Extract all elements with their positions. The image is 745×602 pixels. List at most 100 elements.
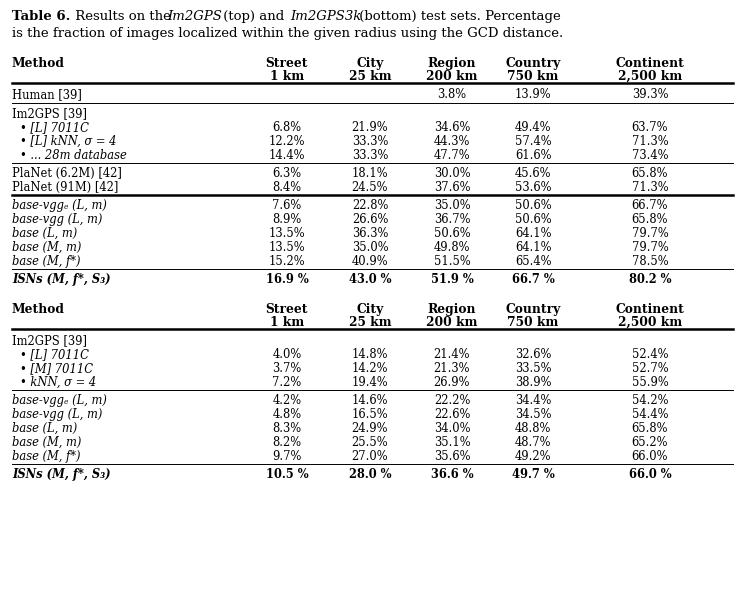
Text: 50.6%: 50.6% <box>434 227 470 240</box>
Text: base-vggₑ (L, m): base-vggₑ (L, m) <box>12 394 107 407</box>
Text: Continent: Continent <box>615 57 685 70</box>
Text: Method: Method <box>12 57 65 70</box>
Text: 53.6%: 53.6% <box>515 181 551 194</box>
Text: 40.9%: 40.9% <box>352 255 388 268</box>
Text: 43.0 %: 43.0 % <box>349 273 391 286</box>
Text: 79.7%: 79.7% <box>632 227 668 240</box>
Text: 21.4%: 21.4% <box>434 348 470 361</box>
Text: 19.4%: 19.4% <box>352 376 388 389</box>
Text: 48.8%: 48.8% <box>515 422 551 435</box>
Text: 34.6%: 34.6% <box>434 121 470 134</box>
Text: (top) and: (top) and <box>219 10 288 23</box>
Text: 750 km: 750 km <box>507 316 559 329</box>
Text: 14.6%: 14.6% <box>352 394 388 407</box>
Text: (bottom) test sets. Percentage: (bottom) test sets. Percentage <box>355 10 561 23</box>
Text: base-vggₑ (L, m): base-vggₑ (L, m) <box>12 199 107 212</box>
Text: 13.5%: 13.5% <box>269 227 305 240</box>
Text: 52.7%: 52.7% <box>632 362 668 375</box>
Text: 36.3%: 36.3% <box>352 227 388 240</box>
Text: 26.9%: 26.9% <box>434 376 470 389</box>
Text: 49.2%: 49.2% <box>515 450 551 463</box>
Text: 16.9 %: 16.9 % <box>266 273 308 286</box>
Text: 39.3%: 39.3% <box>632 88 668 101</box>
Text: 44.3%: 44.3% <box>434 135 470 148</box>
Text: 12.2%: 12.2% <box>269 135 305 148</box>
Text: 28.0 %: 28.0 % <box>349 468 391 481</box>
Text: 35.1%: 35.1% <box>434 436 470 449</box>
Text: • [L] 7011C: • [L] 7011C <box>20 121 89 134</box>
Text: ISNs (M, f*, S₃): ISNs (M, f*, S₃) <box>12 468 110 481</box>
Text: 61.6%: 61.6% <box>515 149 551 162</box>
Text: 49.4%: 49.4% <box>515 121 551 134</box>
Text: 37.6%: 37.6% <box>434 181 470 194</box>
Text: ISNs (M, f*, S₃): ISNs (M, f*, S₃) <box>12 273 110 286</box>
Text: 3.7%: 3.7% <box>273 362 302 375</box>
Text: 35.0%: 35.0% <box>352 241 388 254</box>
Text: 4.8%: 4.8% <box>273 408 302 421</box>
Text: 4.2%: 4.2% <box>273 394 302 407</box>
Text: 48.7%: 48.7% <box>515 436 551 449</box>
Text: 2,500 km: 2,500 km <box>618 316 682 329</box>
Text: 64.1%: 64.1% <box>515 241 551 254</box>
Text: Im2GPS [39]: Im2GPS [39] <box>12 334 87 347</box>
Text: 52.4%: 52.4% <box>632 348 668 361</box>
Text: 49.8%: 49.8% <box>434 241 470 254</box>
Text: 65.2%: 65.2% <box>632 436 668 449</box>
Text: • ... 28m database: • ... 28m database <box>20 149 127 162</box>
Text: 8.9%: 8.9% <box>273 213 302 226</box>
Text: 65.8%: 65.8% <box>632 167 668 180</box>
Text: 27.0%: 27.0% <box>352 450 388 463</box>
Text: 71.3%: 71.3% <box>632 181 668 194</box>
Text: 24.9%: 24.9% <box>352 422 388 435</box>
Text: 14.2%: 14.2% <box>352 362 388 375</box>
Text: base-vgg (L, m): base-vgg (L, m) <box>12 408 102 421</box>
Text: 36.7%: 36.7% <box>434 213 470 226</box>
Text: 71.3%: 71.3% <box>632 135 668 148</box>
Text: 35.6%: 35.6% <box>434 450 470 463</box>
Text: 7.6%: 7.6% <box>273 199 302 212</box>
Text: 8.3%: 8.3% <box>273 422 302 435</box>
Text: 33.3%: 33.3% <box>352 149 388 162</box>
Text: base-vgg (L, m): base-vgg (L, m) <box>12 213 102 226</box>
Text: PlaNet (6.2M) [42]: PlaNet (6.2M) [42] <box>12 167 122 180</box>
Text: 22.2%: 22.2% <box>434 394 470 407</box>
Text: 36.6 %: 36.6 % <box>431 468 473 481</box>
Text: 8.4%: 8.4% <box>273 181 302 194</box>
Text: 15.2%: 15.2% <box>269 255 305 268</box>
Text: 25 km: 25 km <box>349 70 391 83</box>
Text: 80.2 %: 80.2 % <box>629 273 671 286</box>
Text: 34.4%: 34.4% <box>515 394 551 407</box>
Text: is the fraction of images localized within the given radius using the GCD distan: is the fraction of images localized with… <box>12 27 563 40</box>
Text: Human [39]: Human [39] <box>12 88 82 101</box>
Text: PlaNet (91M) [42]: PlaNet (91M) [42] <box>12 181 118 194</box>
Text: • kNN, σ = 4: • kNN, σ = 4 <box>20 376 96 389</box>
Text: 21.9%: 21.9% <box>352 121 388 134</box>
Text: Region: Region <box>428 57 476 70</box>
Text: 50.6%: 50.6% <box>515 199 551 212</box>
Text: 6.3%: 6.3% <box>273 167 302 180</box>
Text: Country: Country <box>505 57 561 70</box>
Text: Table 6.: Table 6. <box>12 10 70 23</box>
Text: 1 km: 1 km <box>270 316 304 329</box>
Text: 66.0 %: 66.0 % <box>629 468 671 481</box>
Text: 25.5%: 25.5% <box>352 436 388 449</box>
Text: 26.6%: 26.6% <box>352 213 388 226</box>
Text: 21.3%: 21.3% <box>434 362 470 375</box>
Text: City: City <box>356 57 384 70</box>
Text: 54.4%: 54.4% <box>632 408 668 421</box>
Text: Im2GPS [39]: Im2GPS [39] <box>12 107 87 120</box>
Text: 1 km: 1 km <box>270 70 304 83</box>
Text: 66.7%: 66.7% <box>632 199 668 212</box>
Text: 200 km: 200 km <box>426 316 478 329</box>
Text: 78.5%: 78.5% <box>632 255 668 268</box>
Text: 34.5%: 34.5% <box>515 408 551 421</box>
Text: 10.5 %: 10.5 % <box>266 468 308 481</box>
Text: 47.7%: 47.7% <box>434 149 470 162</box>
Text: 35.0%: 35.0% <box>434 199 470 212</box>
Text: 65.8%: 65.8% <box>632 213 668 226</box>
Text: 18.1%: 18.1% <box>352 167 388 180</box>
Text: 14.8%: 14.8% <box>352 348 388 361</box>
Text: 51.5%: 51.5% <box>434 255 470 268</box>
Text: Street: Street <box>266 303 308 316</box>
Text: 64.1%: 64.1% <box>515 227 551 240</box>
